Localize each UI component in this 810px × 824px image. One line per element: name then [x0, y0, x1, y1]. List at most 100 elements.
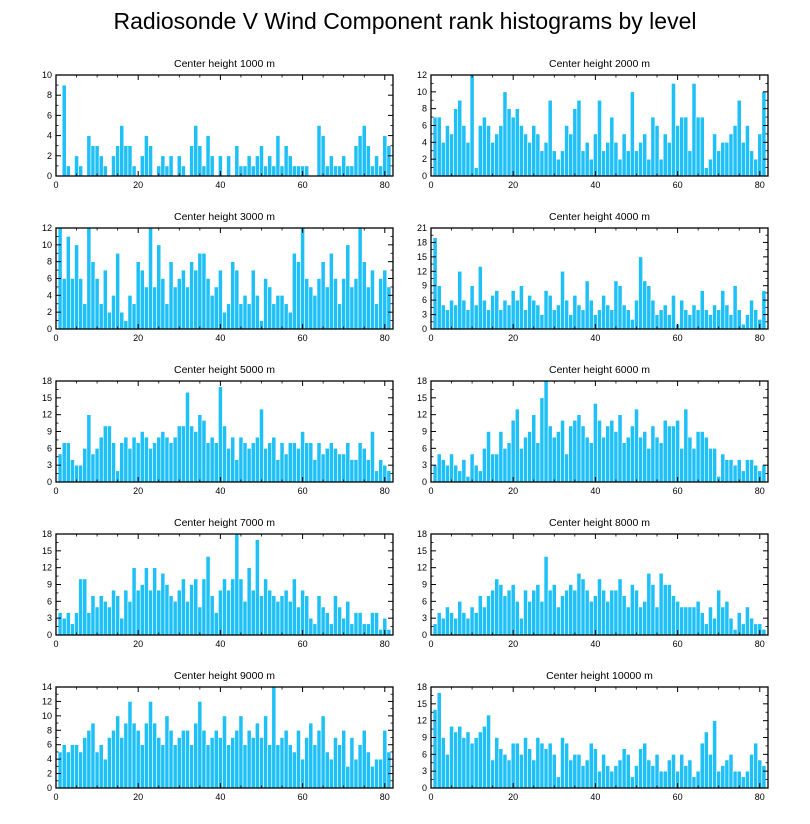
- bar: [98, 595, 104, 636]
- bar: [634, 408, 639, 483]
- bar: [320, 606, 326, 636]
- bar: [250, 737, 256, 789]
- bar: [148, 701, 153, 789]
- bar: [584, 759, 590, 789]
- y-tick-label: 12: [417, 563, 427, 573]
- bar: [78, 165, 84, 177]
- bar: [189, 261, 194, 330]
- bars: [57, 686, 392, 789]
- bar: [361, 729, 367, 789]
- bar: [691, 83, 697, 177]
- bars: [57, 227, 392, 330]
- bar: [724, 759, 730, 789]
- bar: [197, 701, 203, 789]
- bar: [328, 442, 334, 483]
- bar: [658, 309, 664, 330]
- bar: [201, 165, 207, 177]
- bar: [345, 601, 351, 636]
- panel-8000m: Center height 8000 m 0 3 6 9 12 15 18 0 20 40 60 80: [405, 505, 780, 655]
- bar: [621, 304, 627, 330]
- bar: [584, 142, 590, 177]
- bar: [745, 125, 750, 177]
- y-tick-label: 0: [422, 783, 427, 793]
- bar: [654, 606, 660, 636]
- bar: [490, 453, 495, 483]
- bar: [547, 589, 553, 636]
- bar: [131, 303, 137, 330]
- bar: [205, 744, 211, 789]
- bar: [675, 601, 680, 636]
- bar: [312, 744, 318, 789]
- x-tick-label: 60: [673, 639, 683, 649]
- bar: [667, 425, 672, 483]
- bar: [547, 425, 553, 483]
- x-tick-label: 80: [755, 792, 765, 802]
- bar: [292, 165, 297, 177]
- bar: [605, 765, 611, 789]
- bar: [115, 252, 120, 330]
- bar: [312, 295, 318, 330]
- bar: [300, 227, 305, 330]
- bar: [94, 145, 100, 177]
- bar: [716, 150, 722, 177]
- bar: [263, 715, 268, 789]
- bar: [572, 589, 578, 636]
- bar: [634, 765, 639, 789]
- bar: [502, 448, 508, 483]
- bar: [753, 464, 759, 483]
- x-tick-label: 80: [755, 639, 765, 649]
- x-tick-label: 20: [508, 333, 518, 343]
- y-tick-label: 0: [422, 477, 427, 487]
- bar: [740, 142, 746, 177]
- bar: [230, 261, 236, 330]
- bar: [605, 142, 611, 177]
- bar: [502, 595, 508, 636]
- bar: [691, 304, 697, 330]
- bar: [205, 278, 211, 330]
- bar: [218, 269, 223, 330]
- bar: [543, 290, 549, 330]
- bar: [654, 754, 660, 789]
- bar: [584, 589, 590, 636]
- bar: [324, 751, 330, 789]
- bar: [494, 290, 500, 330]
- bar: [519, 754, 524, 789]
- y-tick-label: 0: [47, 171, 52, 181]
- bar: [461, 299, 467, 330]
- bar: [712, 304, 717, 330]
- bar: [86, 227, 92, 330]
- bar: [564, 299, 569, 330]
- bar: [617, 158, 623, 177]
- bar: [457, 270, 463, 330]
- bar: [324, 286, 330, 330]
- bar: [353, 758, 359, 789]
- chart-3000m: Center height 3000 m 0 2 4 6 8 10 12 0 20 40 60 80: [42, 211, 394, 343]
- bar: [61, 617, 67, 636]
- x-tick-label: 40: [590, 486, 600, 496]
- bar: [238, 303, 244, 330]
- bar: [213, 729, 219, 789]
- bar: [246, 567, 252, 636]
- bar: [535, 584, 541, 636]
- bar: [708, 606, 713, 636]
- bar: [131, 567, 137, 636]
- y-tick-label: 12: [42, 223, 52, 233]
- bar: [703, 623, 709, 636]
- bar: [168, 155, 174, 177]
- bar: [275, 601, 281, 636]
- bar: [102, 601, 108, 636]
- bar: [576, 99, 582, 177]
- bar: [341, 453, 347, 483]
- bar: [160, 744, 166, 789]
- y-tick-label: 12: [42, 696, 52, 706]
- bar: [662, 770, 668, 789]
- x-tick-label: 0: [428, 486, 433, 496]
- y-tick-label: 10: [42, 711, 52, 721]
- bar: [556, 304, 561, 330]
- bar: [584, 436, 590, 483]
- bar: [181, 425, 186, 483]
- bar: [144, 135, 149, 177]
- bar: [139, 431, 145, 483]
- bar: [259, 737, 264, 789]
- bar: [749, 150, 754, 177]
